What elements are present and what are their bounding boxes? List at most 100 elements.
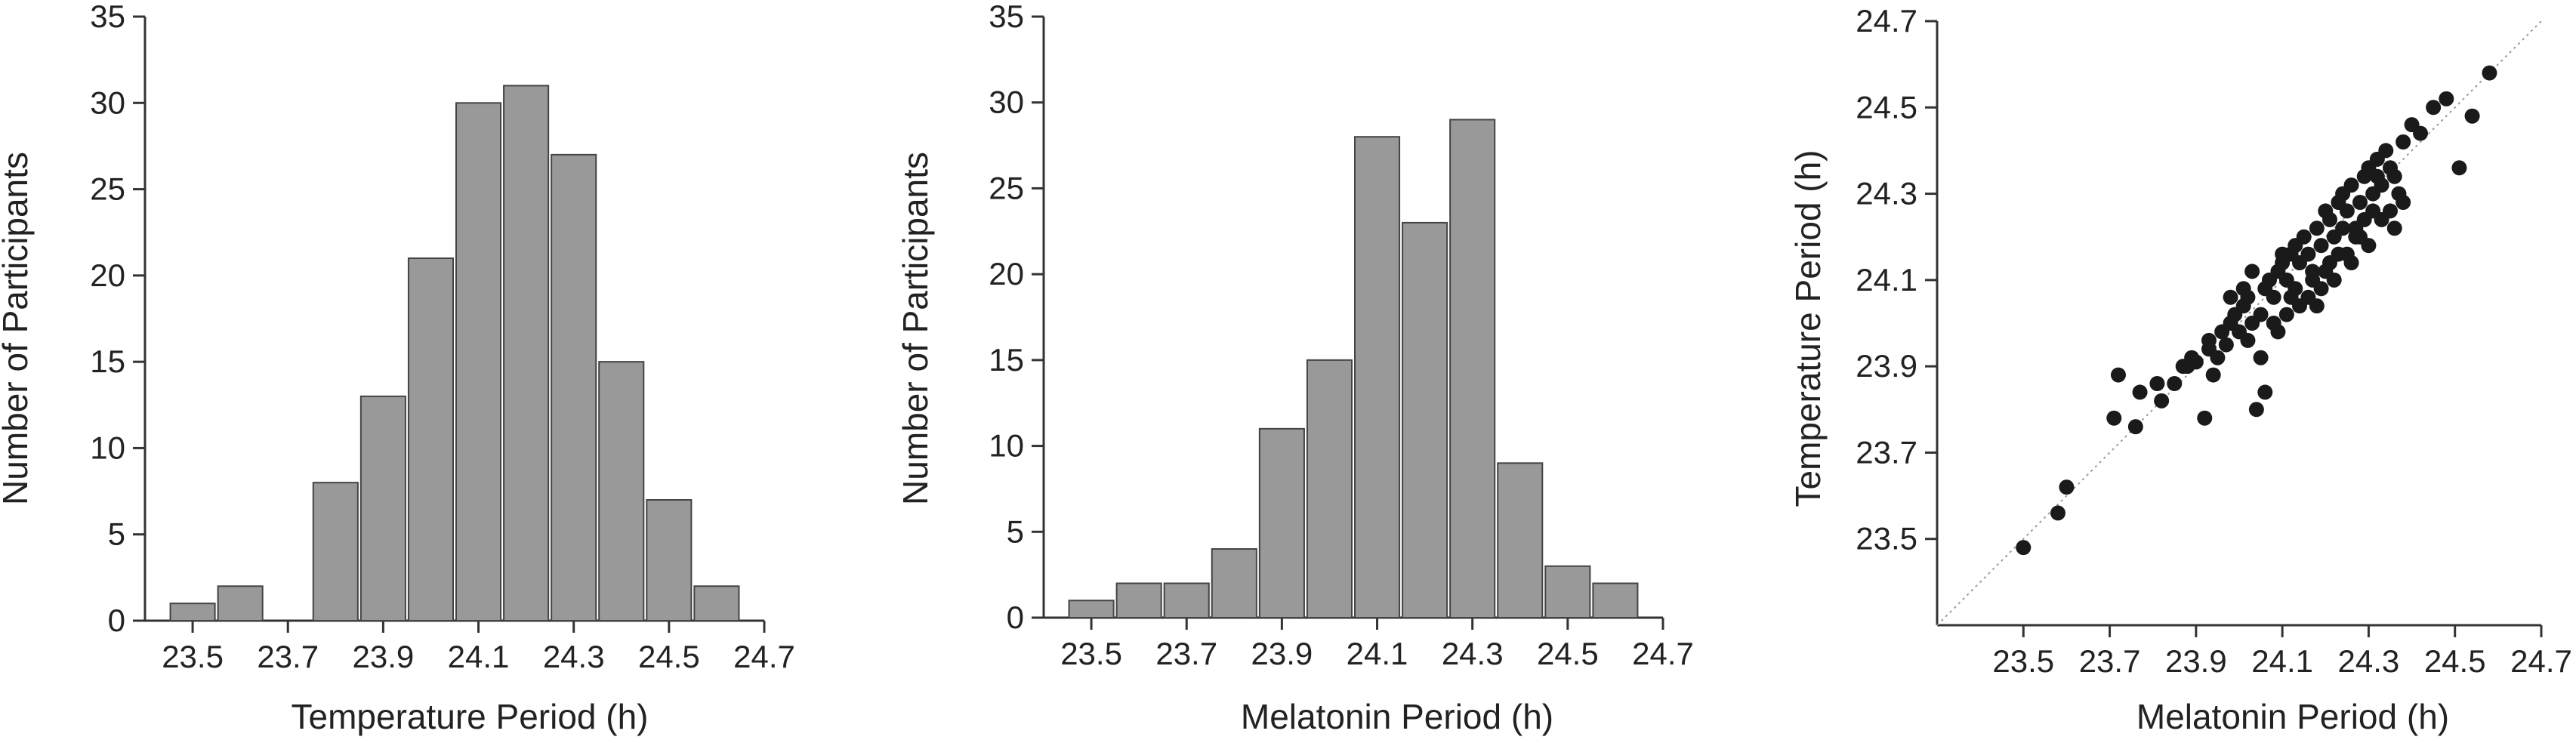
x-axis-label: Melatonin Period (h) bbox=[1241, 697, 1553, 736]
scatter-point bbox=[2016, 540, 2031, 556]
scatter-point bbox=[2201, 332, 2217, 348]
scatter-point bbox=[2383, 203, 2398, 219]
scatter-point bbox=[2149, 376, 2165, 391]
scatter-point bbox=[2413, 125, 2428, 141]
x-tick-label: 23.9 bbox=[2165, 643, 2227, 679]
scatter-point bbox=[2154, 393, 2170, 408]
histogram-bar bbox=[1449, 119, 1496, 618]
scatter-point bbox=[2253, 350, 2269, 365]
scatter-point bbox=[2275, 246, 2291, 262]
scatter-point bbox=[2369, 168, 2385, 184]
scatter-point bbox=[2223, 289, 2238, 305]
scatter-point bbox=[2386, 168, 2402, 184]
scatter-point bbox=[2396, 195, 2411, 210]
x-tick-label: 23.7 bbox=[257, 639, 319, 674]
scatter-point bbox=[2339, 203, 2355, 219]
scatter-point bbox=[2309, 220, 2325, 236]
histogram-bar bbox=[693, 585, 740, 621]
scatter-point bbox=[2313, 238, 2329, 254]
y-tick-label: 35 bbox=[90, 0, 125, 34]
x-tick-label: 23.9 bbox=[353, 639, 415, 674]
scatter-point bbox=[2127, 419, 2143, 435]
y-tick-label: 5 bbox=[1007, 513, 1024, 549]
histogram-bar bbox=[217, 585, 264, 621]
scatter-point bbox=[2386, 220, 2402, 236]
x-tick-label: 23.9 bbox=[1251, 636, 1313, 671]
scatter-point bbox=[2175, 359, 2191, 375]
histogram-bar bbox=[407, 257, 455, 621]
y-axis-label: Temperature Period (h) bbox=[1788, 150, 1828, 507]
scatter-point bbox=[2296, 229, 2312, 245]
scatter-point bbox=[2322, 255, 2337, 270]
temperature-histogram-panel: Temperature Period (h) Number of Partici… bbox=[0, 0, 795, 736]
scatter-point bbox=[2188, 354, 2204, 370]
histogram-bar bbox=[646, 499, 693, 621]
y-tick-label: 5 bbox=[108, 516, 125, 552]
scatter-point bbox=[2266, 316, 2281, 331]
x-tick-label: 24.5 bbox=[2424, 643, 2486, 679]
scatter-point bbox=[2343, 177, 2359, 193]
y-tick-label: 24.1 bbox=[1856, 262, 1917, 298]
x-axis-label: Melatonin Period (h) bbox=[2136, 697, 2449, 736]
scatter-point bbox=[2464, 108, 2480, 124]
histogram-bar bbox=[1354, 136, 1401, 618]
histogram-bar bbox=[1211, 548, 1257, 618]
histogram-bar bbox=[1068, 600, 1115, 618]
histogram-bar bbox=[503, 85, 550, 621]
x-tick-label: 24.3 bbox=[1442, 636, 1504, 671]
scatter-point bbox=[2322, 211, 2337, 227]
histogram-bar bbox=[169, 603, 216, 622]
x-tick-label: 23.5 bbox=[162, 639, 224, 674]
y-tick-label: 0 bbox=[108, 603, 125, 638]
scatter-point bbox=[2335, 220, 2351, 236]
y-tick-label: 20 bbox=[90, 257, 125, 293]
y-tick-label: 10 bbox=[90, 430, 125, 465]
x-tick-label: 24.7 bbox=[1632, 636, 1694, 671]
y-tick-label: 23.9 bbox=[1856, 348, 1917, 384]
scatter-point bbox=[2248, 402, 2264, 418]
histogram-bar bbox=[455, 102, 502, 622]
x-tick-label: 23.5 bbox=[1060, 636, 1122, 671]
y-tick-label: 20 bbox=[989, 256, 1024, 291]
y-tick-label: 25 bbox=[989, 170, 1024, 205]
histogram-bar bbox=[598, 361, 645, 621]
scatter-point bbox=[2356, 211, 2372, 227]
y-tick-label: 10 bbox=[989, 428, 1024, 464]
scatter-point bbox=[2451, 160, 2467, 176]
y-tick-label: 0 bbox=[1007, 600, 1024, 635]
histogram-bar bbox=[1497, 462, 1544, 618]
histogram-bar bbox=[1544, 565, 1591, 618]
scatter-point bbox=[2266, 289, 2281, 305]
scatter-point bbox=[2132, 384, 2148, 400]
histogram-bar bbox=[1163, 582, 1210, 618]
scatter-point bbox=[2257, 384, 2273, 400]
y-tick-label: 23.7 bbox=[1856, 434, 1917, 470]
x-axis-label: Temperature Period (h) bbox=[292, 697, 649, 736]
y-axis-label: Number of Participants bbox=[896, 152, 935, 505]
scatter-point bbox=[2253, 307, 2269, 322]
scatter-point bbox=[2235, 281, 2251, 297]
y-tick-label: 15 bbox=[90, 344, 125, 379]
scatter-point bbox=[2059, 479, 2075, 495]
histogram-bar bbox=[551, 153, 597, 622]
x-tick-label: 24.3 bbox=[2338, 643, 2400, 679]
histogram-bar bbox=[312, 482, 359, 622]
scatter-point bbox=[2283, 289, 2299, 305]
identity-line bbox=[1936, 20, 2542, 626]
y-tick-label: 24.5 bbox=[1856, 89, 1917, 125]
scatter-point bbox=[2278, 307, 2294, 322]
scatter-point bbox=[2305, 272, 2321, 288]
x-tick-label: 23.7 bbox=[2079, 643, 2141, 679]
scatter-point bbox=[2439, 91, 2454, 106]
x-tick-label: 23.5 bbox=[1992, 643, 2054, 679]
scatter-point bbox=[2218, 337, 2234, 353]
scatter-point bbox=[2339, 246, 2355, 262]
scatter-point bbox=[2240, 332, 2256, 348]
scatter-point bbox=[2309, 298, 2325, 314]
y-tick-label: 25 bbox=[90, 171, 125, 207]
scatter-point bbox=[2348, 229, 2364, 245]
x-tick-label: 24.1 bbox=[1347, 636, 1408, 671]
y-tick-label: 35 bbox=[989, 0, 1024, 34]
y-tick-label: 30 bbox=[90, 85, 125, 120]
y-axis-label: Number of Participants bbox=[0, 152, 35, 505]
